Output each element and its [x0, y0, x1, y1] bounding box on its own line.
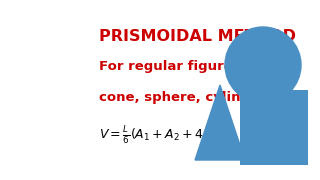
Text: $V{=}\frac{L}{6}(A_1 + A_2 + 4A_M)$: $V{=}\frac{L}{6}(A_1 + A_2 + 4A_M)$: [99, 124, 225, 146]
Bar: [240, 90, 308, 165]
Text: PRISMOIDAL METHOD: PRISMOIDAL METHOD: [99, 28, 296, 44]
Text: cone, sphere, cylinder: cone, sphere, cylinder: [99, 91, 266, 104]
Text: For regular figures: For regular figures: [99, 60, 241, 73]
Circle shape: [225, 27, 301, 103]
Polygon shape: [195, 85, 245, 160]
